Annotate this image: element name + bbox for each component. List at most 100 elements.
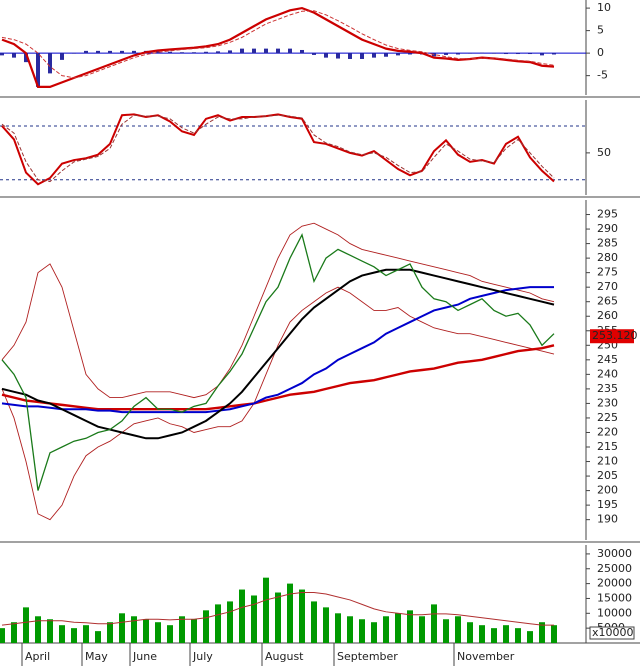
x-tick-label: November [457,650,515,663]
bar [540,53,544,56]
bar [527,631,533,643]
bar [252,48,256,54]
bar [348,53,352,59]
bar [456,53,460,55]
bar [383,616,389,643]
bar [11,622,17,643]
y-tick-label: 190 [597,513,618,526]
y-tick-label: 290 [597,222,618,235]
series-line [1,592,554,626]
bar [36,53,40,87]
bar [59,625,65,643]
bar [95,631,101,643]
current-price-box [590,329,634,344]
bar [83,625,89,643]
bar [192,52,196,54]
series-line [1,233,555,491]
series-line [1,286,555,521]
bar [479,625,485,643]
bar [107,622,113,643]
bar [480,52,484,54]
y-tick-label: 10 [597,1,611,14]
x-tick-label: September [337,650,398,663]
bar [408,53,412,55]
bar [275,592,281,643]
bar [215,604,221,643]
bar [156,51,160,54]
bar [300,49,304,54]
y-tick-label: 220 [597,425,618,438]
y-tick-label: 5 [597,24,604,37]
x-tick-label: June [132,650,157,663]
bar [384,53,388,57]
bar [276,48,280,54]
bar [395,613,401,643]
series-line [1,113,555,186]
series-line [1,268,555,440]
y-tick-label: 50 [597,146,611,159]
bar [299,589,305,643]
unit-box [589,626,635,640]
bar [360,53,364,59]
bar [419,616,425,643]
y-tick-label: 295 [597,208,618,221]
y-tick-label: 265 [597,295,618,308]
bar [336,53,340,59]
bar [372,53,376,58]
bar [467,622,473,643]
bar [263,577,269,643]
bar [347,616,353,643]
y-tick-label: 0 [597,46,604,59]
y-tick-label: 285 [597,237,618,250]
bar [47,619,53,643]
y-tick-label: 195 [597,498,618,511]
bar [455,616,461,643]
y-tick-label: 275 [597,266,618,279]
x-tick-label: May [85,650,108,663]
bar [552,53,556,55]
bar [443,619,449,643]
bar [203,610,209,643]
bar [143,619,149,643]
bar [335,613,341,643]
bar [444,53,448,55]
series-line [1,222,555,399]
series-line [1,6,555,88]
bar [168,51,172,54]
bar [180,52,184,54]
y-tick-label: 245 [597,353,618,366]
bar [12,53,16,58]
y-tick-label: 25000 [597,562,632,575]
bar [0,53,4,56]
bar [407,610,413,643]
bar [132,50,136,54]
bar [288,48,292,54]
bar [228,50,232,54]
bar [23,607,29,643]
bar [179,616,185,643]
bar [516,53,520,55]
current-price-label: 253.120 [592,329,638,342]
bar [84,50,88,54]
bar [71,628,77,643]
bar [359,619,365,643]
y-tick-label: 20000 [597,577,632,590]
bar [539,622,545,643]
bar [216,51,220,54]
bar [528,53,532,55]
y-tick-label: 10000 [597,606,632,619]
bar [504,53,508,55]
y-tick-label: 280 [597,251,618,264]
series-line [1,114,555,183]
bar [371,622,377,643]
bar [431,604,437,643]
bar [131,616,137,643]
x-tick-label: July [192,650,213,663]
unit-label: x10000 [592,626,634,639]
bar [240,48,244,54]
y-tick-label: 260 [597,309,618,322]
series-line [1,286,554,414]
y-tick-label: 205 [597,469,618,482]
bar [48,53,52,74]
